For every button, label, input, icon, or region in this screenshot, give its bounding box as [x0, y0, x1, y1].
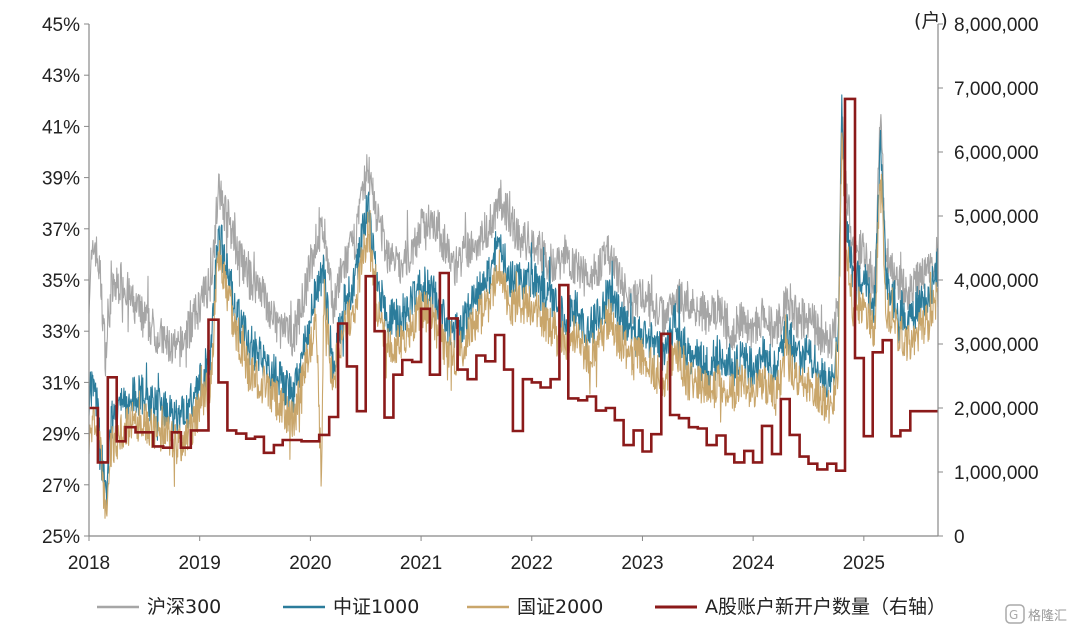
right-tick-label: 3,000,000	[954, 335, 1039, 356]
left-tick-label: 41%	[42, 117, 80, 138]
right-axis-unit: (户)	[914, 10, 948, 32]
legend: 沪深300 中证1000 国证2000 A股账户新开户数量（右轴）	[97, 596, 946, 618]
left-tick-label: 27%	[42, 476, 80, 497]
legend-label: 中证1000	[333, 596, 419, 618]
right-tick-label: 4,000,000	[954, 271, 1039, 292]
series-line-hs300	[88, 109, 939, 377]
right-tick-label: 8,000,000	[954, 15, 1039, 36]
plot-area	[88, 94, 939, 519]
right-tick-label: 6,000,000	[954, 143, 1039, 164]
left-tick-label: 39%	[42, 169, 80, 190]
legend-item-new-accounts: A股账户新开户数量（右轴）	[655, 596, 946, 618]
x-tick-label: 2025	[843, 553, 885, 574]
x-tick-label: 2020	[289, 553, 331, 574]
left-axis: 25% 27% 29% 31% 33% 35% 37% 39% 41% 43% 45%	[42, 15, 90, 548]
right-tick-label: 2,000,000	[954, 399, 1039, 420]
x-tick-label: 2021	[400, 553, 442, 574]
right-axis: 0 1,000,000 2,000,000 3,000,000 4,000,000 5,0…	[937, 15, 1039, 548]
x-tick-label: 2023	[621, 553, 663, 574]
left-tick-label: 31%	[42, 373, 80, 394]
right-tick-label: 0	[954, 527, 965, 548]
left-tick-label: 25%	[42, 527, 80, 548]
legend-item-gz2000: 国证2000	[467, 596, 603, 618]
right-tick-label: 5,000,000	[954, 207, 1039, 228]
left-tick-label: 37%	[42, 220, 80, 241]
right-tick-label: 7,000,000	[954, 79, 1039, 100]
left-tick-label: 43%	[42, 66, 80, 87]
x-tick-label: 2018	[68, 553, 110, 574]
left-tick-label: 35%	[42, 271, 80, 292]
watermark: G 格隆汇	[1005, 604, 1067, 624]
legend-label: 沪深300	[147, 596, 221, 618]
left-tick-label: 33%	[42, 322, 80, 343]
left-tick-label: 29%	[42, 425, 80, 446]
right-tick-label: 1,000,000	[954, 463, 1039, 484]
legend-item-hs300: 沪深300	[97, 596, 221, 618]
legend-label: A股账户新开户数量（右轴）	[705, 596, 946, 618]
left-tick-label: 45%	[42, 15, 80, 36]
svg-text:G: G	[1009, 608, 1018, 622]
x-axis: 2018 2019 2020 2021 2022 2023 2024 2025	[68, 535, 938, 574]
x-tick-label: 2024	[732, 553, 775, 574]
x-tick-label: 2022	[511, 553, 553, 574]
series-line-gz2000	[88, 132, 939, 519]
watermark-logo-icon: G	[1005, 604, 1025, 624]
series-line-new-accounts	[89, 97, 938, 472]
x-tick-label: 2019	[179, 553, 221, 574]
legend-item-zz1000: 中证1000	[283, 596, 419, 618]
watermark-text: 格隆汇	[1028, 608, 1067, 624]
legend-label: 国证2000	[517, 596, 603, 618]
